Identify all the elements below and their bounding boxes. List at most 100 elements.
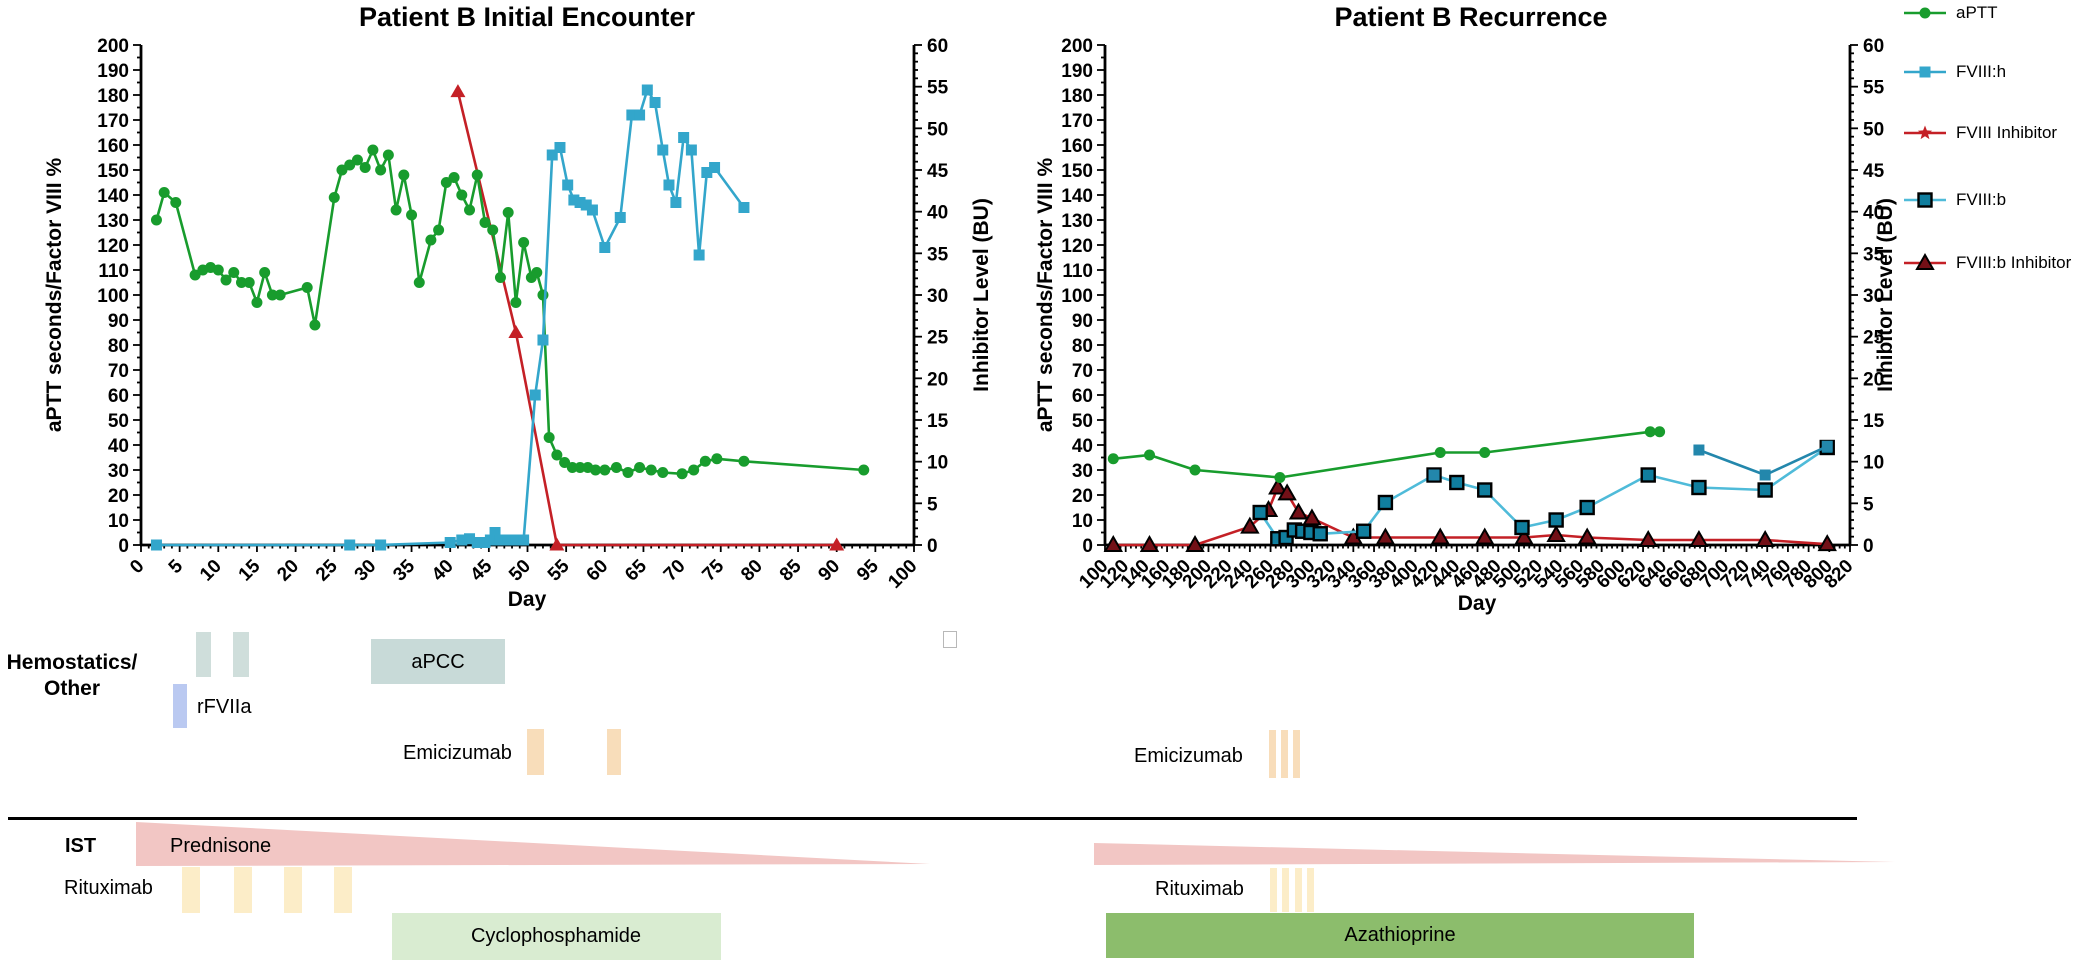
prednisone-taper-recurrence xyxy=(1094,843,1895,865)
emicizumab-dose xyxy=(1293,730,1300,778)
treatment-timeline xyxy=(8,632,1895,960)
aptt-legend-icon xyxy=(1902,3,1948,23)
svg-text:5: 5 xyxy=(927,494,938,515)
apcc-period xyxy=(371,639,505,684)
hemostatics-label-line1: Hemostatics/ xyxy=(6,651,138,674)
ist-divider-line xyxy=(8,817,1857,820)
svg-text:35: 35 xyxy=(927,244,949,265)
series-fviii-h-1 xyxy=(1428,440,1833,481)
svg-text:45: 45 xyxy=(467,555,497,585)
svg-text:110: 110 xyxy=(1062,261,1093,282)
fviii-b-legend-icon xyxy=(1902,190,1948,210)
svg-text:10: 10 xyxy=(196,556,226,586)
legend-item-fviii-b-inhibitor: FVIII:b Inhibitor xyxy=(1902,252,2071,273)
series-fviii-b-inhibitor-1 xyxy=(1103,477,1837,552)
rituximab-dose xyxy=(1295,868,1302,912)
svg-text:10: 10 xyxy=(108,511,129,532)
legend-item-fviii-inhibitor: FVIII Inhibitor xyxy=(1902,123,2057,143)
svg-text:100: 100 xyxy=(1061,286,1093,307)
svg-text:40: 40 xyxy=(1072,436,1093,457)
hemostatic-dose xyxy=(196,632,211,677)
svg-text:0: 0 xyxy=(126,556,148,578)
svg-text:75: 75 xyxy=(698,555,728,585)
axes-0: 0 5 10 15 20 25 30 35 40 45 50 55 60 65 70 75 80 85 90 95 10… xyxy=(97,36,948,593)
svg-text:140: 140 xyxy=(97,186,129,207)
svg-text:20: 20 xyxy=(927,369,948,390)
svg-text:130: 130 xyxy=(1061,211,1093,232)
emicizumab-label-initial: Emicizumab xyxy=(403,742,512,764)
svg-text:10: 10 xyxy=(927,453,948,474)
svg-text:100: 100 xyxy=(97,286,129,307)
svg-text:90: 90 xyxy=(1072,311,1093,332)
fviii-inhibitor-legend-icon xyxy=(1902,123,1948,143)
svg-text:0: 0 xyxy=(927,536,938,557)
svg-text:15: 15 xyxy=(235,555,265,585)
svg-text:70: 70 xyxy=(1072,361,1093,382)
emicizumab-dose xyxy=(607,729,621,775)
svg-text:200: 200 xyxy=(97,36,129,57)
svg-text:80: 80 xyxy=(1072,336,1093,357)
svg-text:120: 120 xyxy=(97,236,129,257)
rituximab-label-initial: Rituximab xyxy=(64,877,153,899)
svg-text:40: 40 xyxy=(428,556,458,586)
svg-text:120: 120 xyxy=(1061,236,1093,257)
prednisone-taper-initial xyxy=(136,822,930,866)
svg-text:45: 45 xyxy=(927,161,949,182)
svg-text:20: 20 xyxy=(1072,486,1093,507)
svg-text:80: 80 xyxy=(737,556,767,586)
svg-text:45: 45 xyxy=(1863,161,1885,182)
y-axis-label-left-initial: aPTT seconds/Factor VIII % xyxy=(43,157,66,433)
axes-1: 1001201401601802002202402602803003203403… xyxy=(1061,36,1884,593)
cyclophosphamide-period xyxy=(392,913,721,960)
svg-text:30: 30 xyxy=(1863,286,1884,307)
empty-annotation-box xyxy=(943,631,957,648)
rituximab-label-recurrence: Rituximab xyxy=(1155,878,1244,900)
legend-item-fviii-h: FVIII:h xyxy=(1902,62,2006,82)
svg-text:70: 70 xyxy=(108,361,129,382)
svg-text:60: 60 xyxy=(108,386,129,407)
svg-text:15: 15 xyxy=(927,411,949,432)
emicizumab-dose xyxy=(527,729,544,775)
svg-text:5: 5 xyxy=(1863,494,1874,515)
svg-text:190: 190 xyxy=(97,61,129,82)
apcc-label: aPCC xyxy=(411,651,465,673)
svg-text:100: 100 xyxy=(884,556,921,593)
svg-text:160: 160 xyxy=(1061,136,1093,157)
svg-text:60: 60 xyxy=(1072,386,1093,407)
svg-text:25: 25 xyxy=(927,328,949,349)
rituximab-dose xyxy=(1307,868,1314,912)
svg-text:170: 170 xyxy=(97,111,129,132)
rituximab-dose xyxy=(1282,868,1289,912)
svg-text:0: 0 xyxy=(1082,536,1093,557)
svg-text:55: 55 xyxy=(544,555,574,585)
rfviia-dose xyxy=(173,684,187,728)
legend-item-fviii-b: FVIII:b xyxy=(1902,190,2006,210)
svg-text:140: 140 xyxy=(1061,186,1093,207)
series-aptt-1 xyxy=(1107,426,1666,483)
rituximab-dose xyxy=(334,867,352,913)
rituximab-dose xyxy=(182,867,200,913)
azathioprine-period xyxy=(1106,913,1694,958)
fviii-b-inhibitor-legend-icon xyxy=(1902,252,1948,273)
x-axis-label-recurrence: Day xyxy=(1457,592,1497,615)
svg-text:10: 10 xyxy=(1863,453,1884,474)
rituximab-dose xyxy=(1270,868,1277,912)
legend-item-aptt: aPTT xyxy=(1902,3,1998,23)
svg-text:80: 80 xyxy=(108,336,129,357)
svg-text:30: 30 xyxy=(1072,461,1093,482)
svg-text:85: 85 xyxy=(776,555,806,585)
ist-label: IST xyxy=(65,835,97,857)
svg-text:180: 180 xyxy=(1061,86,1093,107)
svg-text:40: 40 xyxy=(927,203,948,224)
svg-text:60: 60 xyxy=(927,36,948,57)
svg-text:0: 0 xyxy=(1863,536,1874,557)
svg-text:50: 50 xyxy=(505,556,535,586)
svg-text:15: 15 xyxy=(1863,411,1885,432)
svg-text:60: 60 xyxy=(583,556,613,586)
svg-text:40: 40 xyxy=(1863,203,1884,224)
rituximab-dose xyxy=(234,867,252,913)
chart-title-initial: Patient B Initial Encounter xyxy=(358,2,696,32)
svg-text:65: 65 xyxy=(621,555,651,585)
